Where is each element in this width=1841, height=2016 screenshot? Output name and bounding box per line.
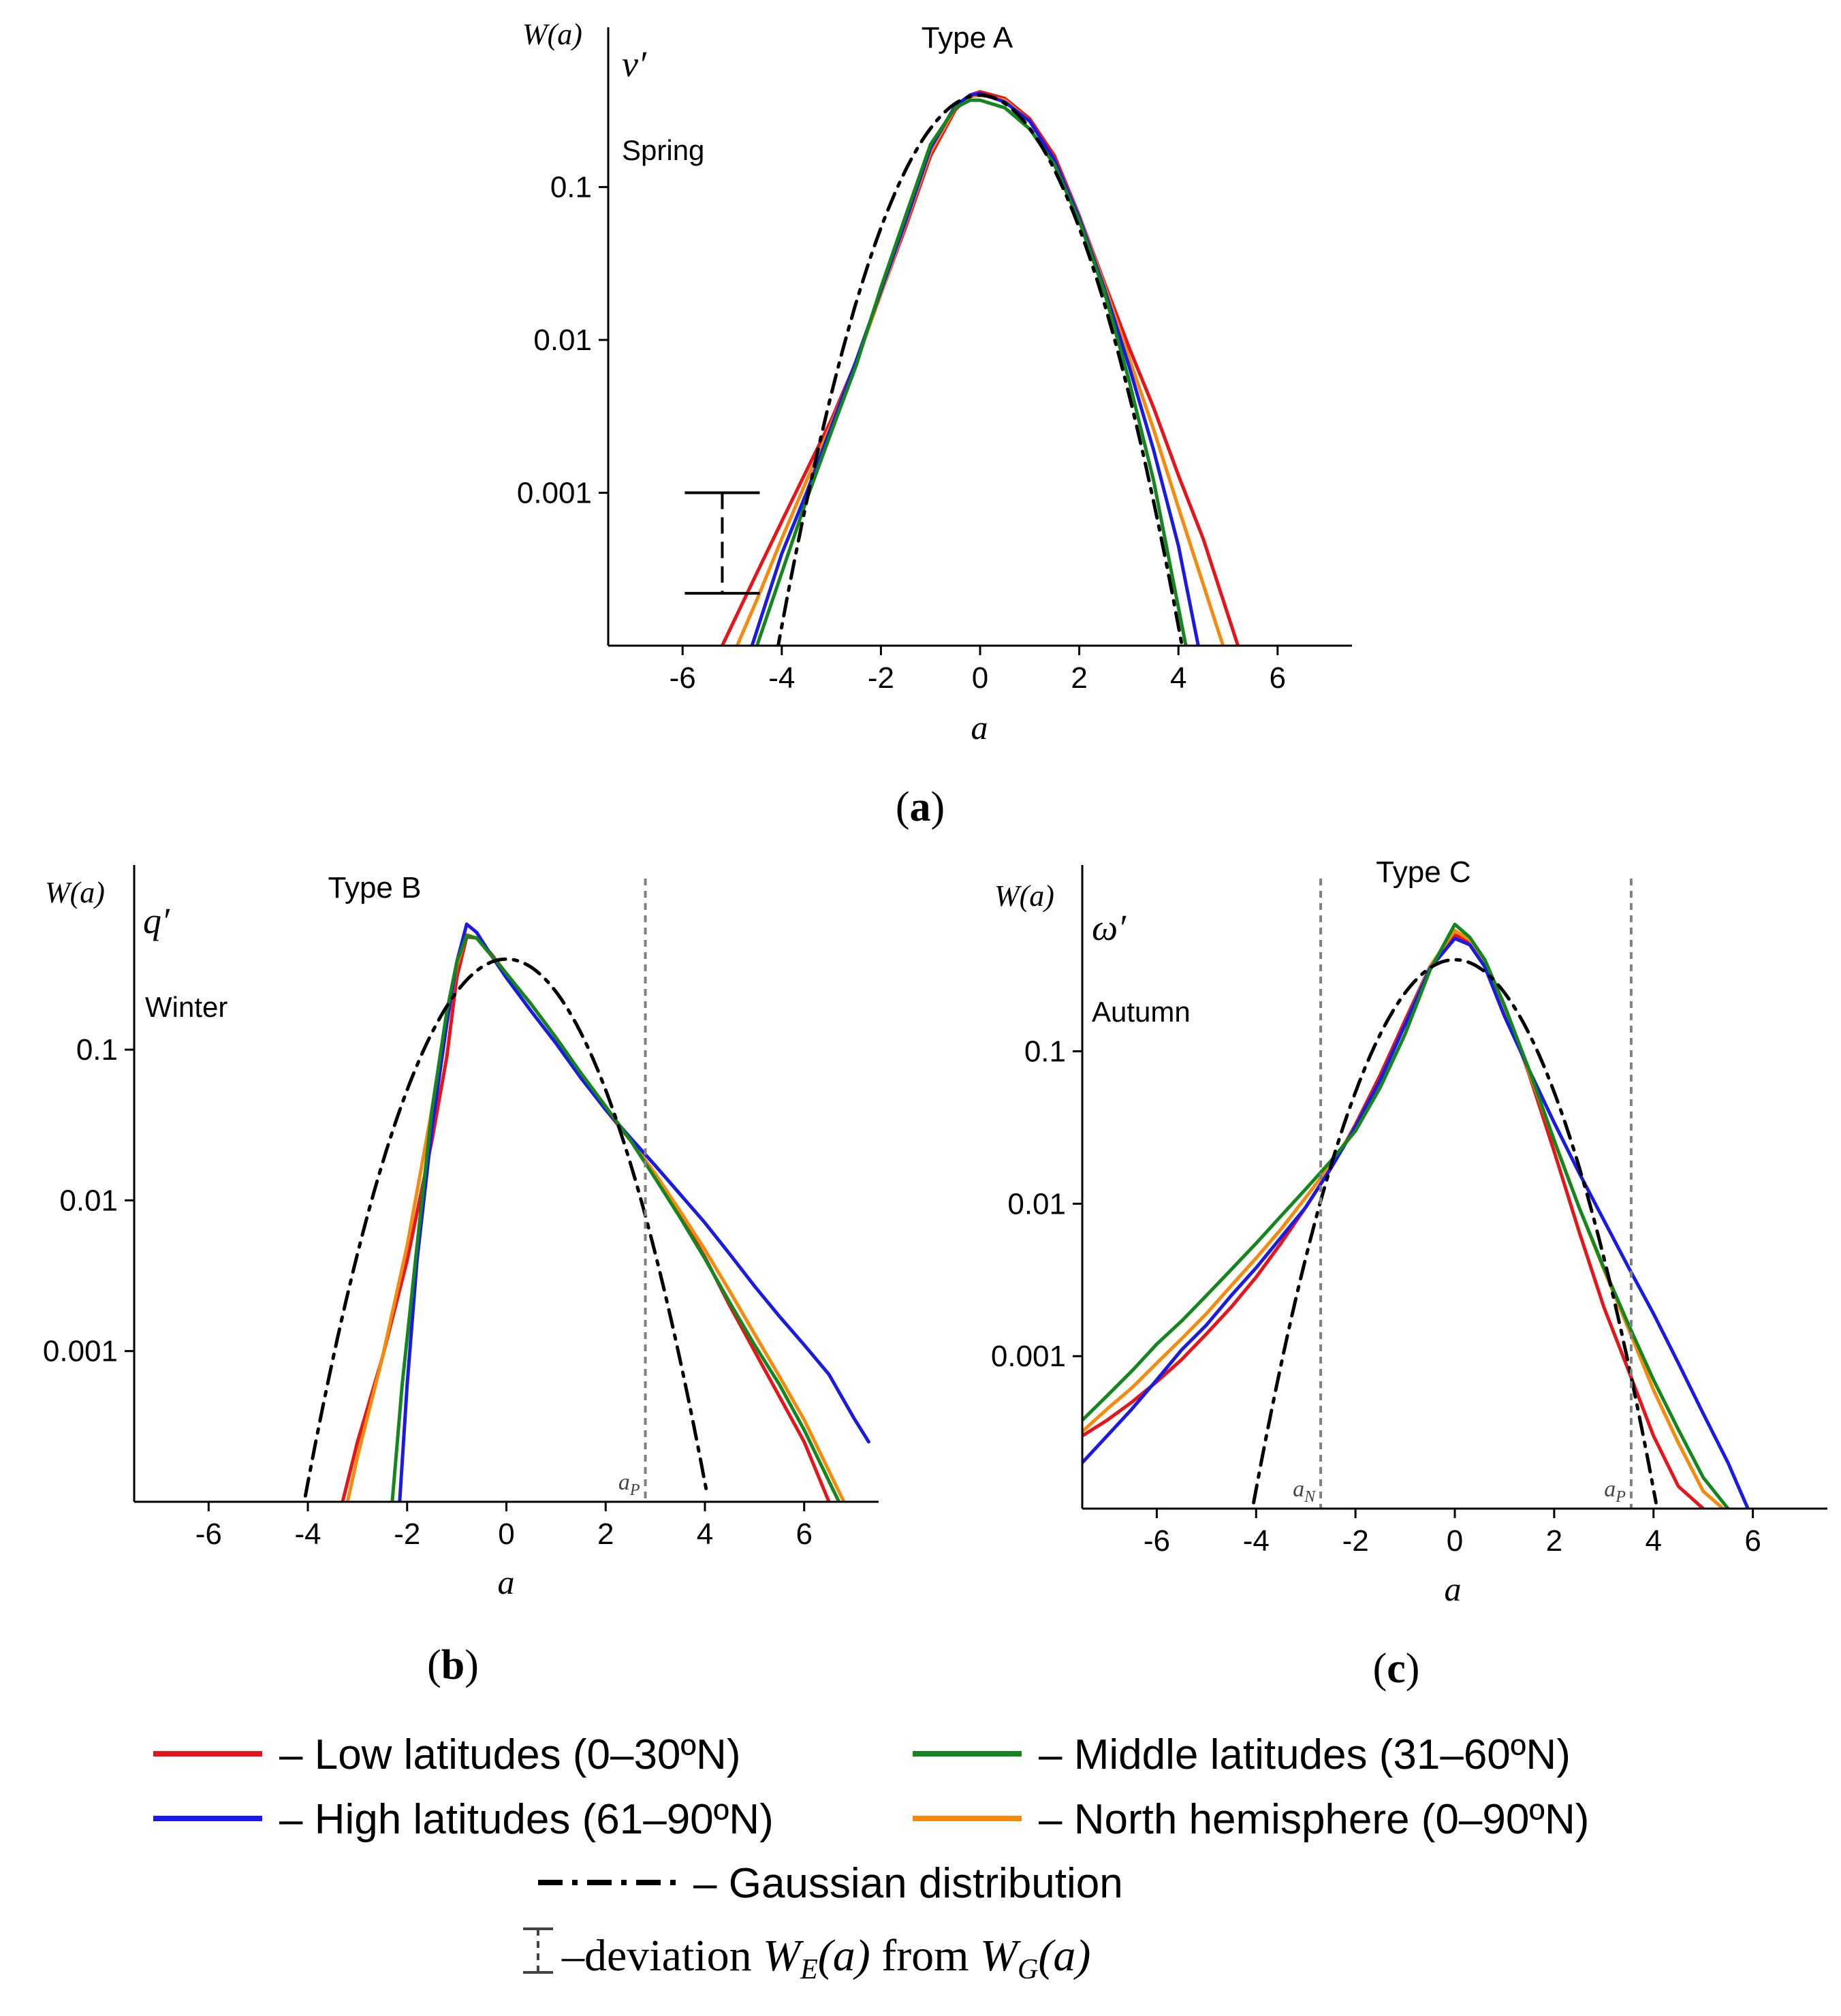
legend-label-deviation: –deviation WE(a) from WG(a) — [561, 1931, 1090, 1985]
panel-b-ylabel: W(a) — [45, 876, 105, 909]
panel-c-series-gaussian — [1252, 958, 1658, 1505]
panel-c-xtick-label: -6 — [1144, 1524, 1170, 1558]
panel-a-xtick-label: 0 — [972, 661, 988, 695]
panel-c-marker-label-n: aN — [1293, 1477, 1317, 1506]
panel-c-ytick-label: 0.01 — [1007, 1187, 1066, 1220]
panel-a-variable: v′ — [622, 44, 647, 84]
panel-a-caption-letter: a — [910, 784, 931, 830]
panel-b-xtick-label: -2 — [394, 1517, 420, 1551]
legend-item-high: – High latitudes (61–90ºN) — [153, 1796, 774, 1843]
panel-a-season: Spring — [622, 134, 704, 166]
panel-a-series-north — [735, 93, 1225, 646]
panel-a-xtick-label: -2 — [868, 661, 894, 695]
legend-item-middle: – Middle latitudes (31–60ºN) — [913, 1731, 1571, 1778]
panel-b-xtick-label: -6 — [195, 1517, 222, 1551]
legend-item-low: – Low latitudes (0–30ºN) — [153, 1731, 740, 1778]
panel-c-title: Type C — [1376, 855, 1470, 889]
legend-deviation-we: W — [763, 1931, 804, 1981]
panel-a-ytick-label: 0.1 — [550, 171, 592, 204]
panel-b-xtick-label: 4 — [697, 1517, 713, 1551]
legend-deviation-wg-arg: (a) — [1038, 1931, 1090, 1981]
panel-a-series-middle — [755, 98, 1188, 646]
panel-c-xtick-label: 6 — [1744, 1524, 1761, 1558]
legend-deviation-wg: W — [980, 1931, 1021, 1981]
panel-b: W(a) q′ Winter Type B aP -6 -4 -2 0 2 4 6 0.001… — [43, 865, 879, 1688]
panel-b-marker-label-p: aP — [618, 1470, 640, 1499]
panel-c-xtick-label: 0 — [1447, 1524, 1463, 1558]
panel-b-season: Winter — [145, 991, 227, 1023]
panel-a-xtick-label: 4 — [1170, 661, 1186, 695]
panel-c: W(a) ω′ Autumn Type C aN aP -6 -4 -2 0 2 4 6 0.0… — [991, 855, 1827, 1692]
panel-b-series-low — [341, 935, 831, 1502]
legend-text-high: High latitudes (61–90ºN) — [315, 1796, 774, 1843]
legend-deviation-we-sub: E — [800, 1954, 818, 1985]
panel-c-variable: ω′ — [1092, 907, 1127, 948]
panel-c-marker-label-p: aP — [1604, 1477, 1626, 1506]
panel-b-xtick-label: 0 — [498, 1517, 514, 1551]
panel-c-season: Autumn — [1092, 996, 1191, 1028]
panel-b-series-middle — [390, 934, 841, 1502]
panel-a-xtick-label: -6 — [670, 661, 696, 695]
panel-b-caption-letter: b — [441, 1642, 465, 1688]
panel-c-ytick-label: 0.001 — [991, 1340, 1066, 1373]
panel-c-ylabel: W(a) — [994, 879, 1054, 913]
panel-b-xtick-label: 6 — [796, 1517, 812, 1551]
panel-a-series-low — [720, 90, 1240, 646]
panel-b-variable: q′ — [143, 900, 170, 941]
panel-b-series-gaussian — [303, 957, 710, 1498]
legend-deviation-wg-sub: G — [1018, 1954, 1038, 1985]
panel-a-ytick-label: 0.001 — [517, 477, 592, 510]
legend-deviation-mid: from — [870, 1931, 980, 1981]
panel-b-ytick-label: 0.1 — [76, 1033, 118, 1067]
legend-item-gaussian: – Gaussian distribution — [538, 1860, 1123, 1907]
panel-b-xtick-label: -4 — [294, 1517, 321, 1551]
panel-c-xtick-label: 4 — [1645, 1524, 1661, 1558]
panel-a-xtick-label: -4 — [768, 661, 795, 695]
panel-b-xlabel: a — [498, 1563, 515, 1601]
panel-a-series-gaussian — [776, 93, 1184, 646]
legend-deviation-we-arg: (a) — [818, 1931, 870, 1981]
panel-a-caption: (a) — [896, 784, 945, 830]
legend-item-deviation: –deviation WE(a) from WG(a) — [523, 1927, 1090, 1985]
panel-a-title: Type A — [922, 21, 1013, 54]
panel-a-ytick-label: 0.01 — [533, 324, 592, 357]
deviation-bar-icon — [523, 1927, 553, 1974]
panel-c-caption: (c) — [1373, 1645, 1420, 1692]
panel-a-xlabel: a — [971, 708, 988, 746]
legend-label-north: – North hemisphere (0–90ºN) — [1039, 1796, 1589, 1843]
legend-text-gaussian: Gaussian distribution — [729, 1860, 1123, 1907]
legend-label-low: – Low latitudes (0–30ºN) — [279, 1731, 740, 1778]
panel-b-caption: (b) — [427, 1642, 479, 1688]
panel-b-ytick-label: 0.01 — [59, 1184, 118, 1217]
panel-a-xtick-label: 6 — [1270, 661, 1286, 695]
panel-a-xtick-label: 2 — [1071, 661, 1087, 695]
panel-c-series-middle — [1082, 922, 1730, 1509]
panel-b-title: Type B — [328, 871, 422, 904]
panel-b-xtick-label: 2 — [597, 1517, 614, 1551]
legend-text-low: Low latitudes (0–30ºN) — [315, 1731, 741, 1778]
panel-c-xtick-label: 2 — [1546, 1524, 1562, 1558]
legend-item-north: – North hemisphere (0–90ºN) — [913, 1796, 1589, 1843]
legend-deviation-prefix: deviation — [584, 1931, 763, 1981]
panel-c-ytick-label: 0.1 — [1024, 1035, 1066, 1069]
panel-a-series-high — [750, 91, 1200, 646]
panel-a-ylabel: W(a) — [522, 18, 582, 51]
legend: – Low latitudes (0–30ºN) – Middle latitu… — [153, 1731, 1589, 1985]
panel-c-xtick-label: -4 — [1243, 1524, 1270, 1558]
panel-b-ytick-label: 0.001 — [43, 1335, 118, 1368]
legend-label-high: – High latitudes (61–90ºN) — [279, 1796, 774, 1843]
panel-b-series-high — [398, 922, 870, 1502]
legend-text-middle: Middle latitudes (31–60ºN) — [1074, 1731, 1571, 1778]
panel-c-caption-letter: c — [1387, 1645, 1406, 1692]
panel-c-xlabel: a — [1445, 1570, 1462, 1608]
legend-text-north: North hemisphere (0–90ºN) — [1074, 1796, 1590, 1843]
panel-a: W(a) v′ Spring Type A -6 -4 -2 0 2 4 6 0.001 0.0… — [517, 18, 1352, 830]
legend-label-gaussian: – Gaussian distribution — [693, 1860, 1123, 1907]
panel-c-xtick-label: -2 — [1342, 1524, 1369, 1558]
legend-label-middle: – Middle latitudes (31–60ºN) — [1039, 1731, 1571, 1778]
